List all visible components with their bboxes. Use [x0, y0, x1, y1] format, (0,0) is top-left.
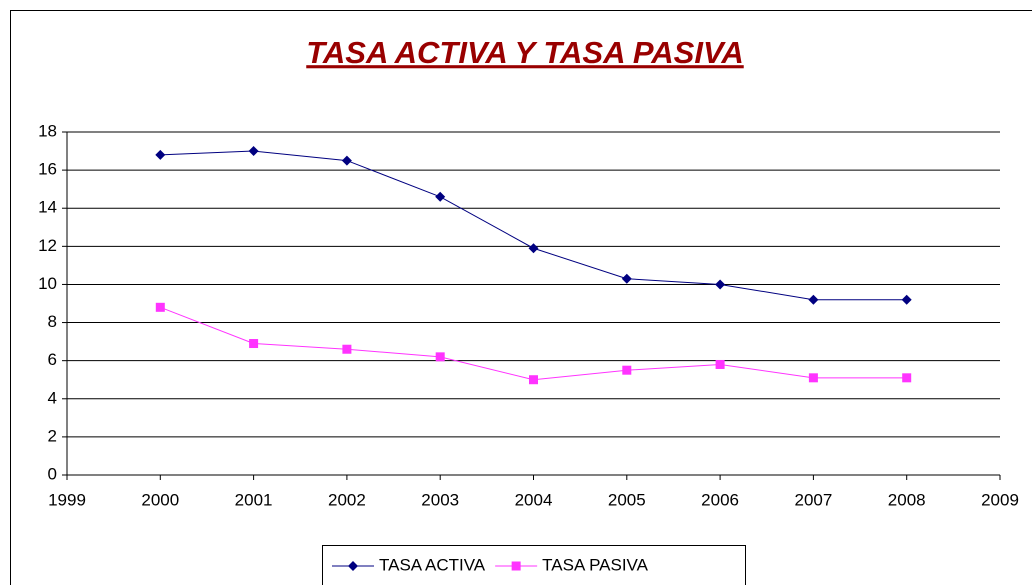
x-tick-label: 2003: [421, 490, 459, 509]
data-point: [715, 359, 725, 369]
x-tick-label: 2007: [794, 490, 832, 509]
data-point: [435, 191, 446, 202]
data-point: [155, 149, 166, 160]
data-point: [155, 302, 165, 312]
y-tick-label: 16: [38, 160, 57, 179]
data-point: [342, 344, 352, 354]
data-point: [808, 294, 819, 305]
y-tick-label: 18: [38, 121, 57, 140]
y-tick-label: 14: [38, 198, 57, 217]
x-tick-label: 2004: [515, 490, 553, 509]
x-tick-label: 2002: [328, 490, 366, 509]
chart-frame: [10, 10, 1032, 585]
y-tick-label: 12: [38, 236, 57, 255]
y-tick-label: 0: [48, 464, 57, 483]
data-point: [621, 273, 632, 284]
legend-marker: [511, 561, 521, 571]
x-tick-label: 2009: [981, 490, 1019, 509]
x-tick-label: 2000: [141, 490, 179, 509]
data-point: [808, 373, 818, 383]
data-point: [248, 146, 259, 157]
y-tick-label: 4: [48, 388, 57, 407]
data-point: [529, 375, 538, 385]
data-point: [435, 352, 445, 362]
x-tick-label: 2005: [608, 490, 646, 509]
y-tick-label: 8: [48, 312, 57, 331]
y-tick-label: 10: [38, 274, 57, 293]
x-tick-label: 2006: [701, 490, 739, 509]
data-point: [622, 365, 632, 375]
data-point: [901, 294, 912, 305]
data-point: [715, 279, 726, 290]
legend-marker: [348, 561, 358, 571]
x-tick-label: 2008: [888, 490, 926, 509]
data-point: [528, 243, 539, 254]
legend-label: TASA ACTIVA: [379, 555, 486, 574]
x-tick-label: 1999: [48, 490, 86, 509]
chart-title: TASA ACTIVA Y TASA PASIVA: [306, 35, 743, 70]
y-tick-label: 6: [48, 350, 57, 369]
data-point: [902, 373, 912, 383]
x-tick-label: 2001: [235, 490, 273, 509]
legend-label: TASA PASIVA: [542, 555, 648, 574]
legend-box: [322, 545, 746, 585]
data-point: [249, 339, 259, 349]
y-tick-label: 2: [48, 426, 57, 445]
data-point: [341, 155, 352, 166]
